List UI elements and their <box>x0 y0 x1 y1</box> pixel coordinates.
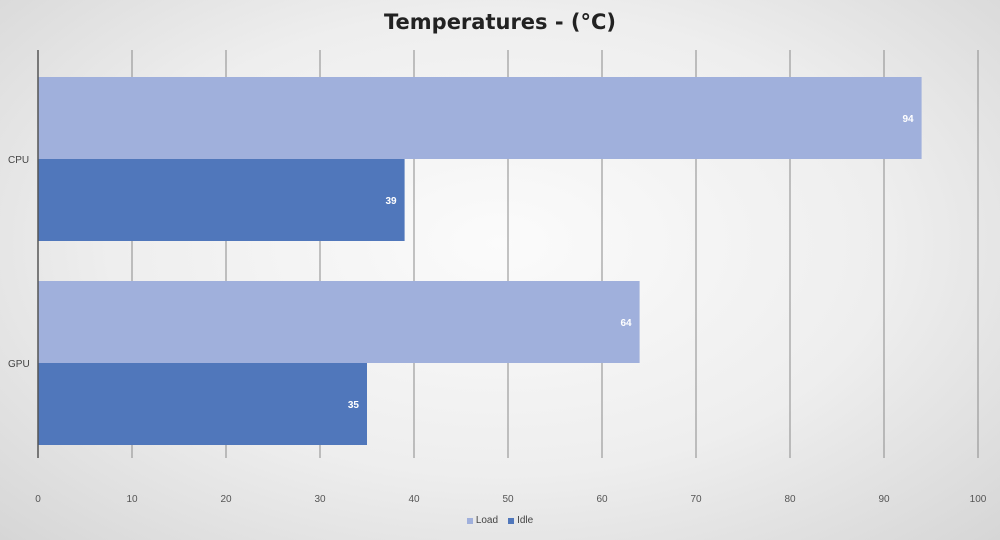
x-tick-label-100: 100 <box>970 494 987 505</box>
x-tick-label-60: 60 <box>596 494 608 505</box>
x-tick-label-40: 40 <box>408 494 420 505</box>
x-tick-label-0: 0 <box>35 494 41 505</box>
x-tick-label-20: 20 <box>220 494 232 505</box>
legend-swatch-idle <box>508 517 515 524</box>
bar-idle-gpu <box>38 363 367 445</box>
x-tick-label-80: 80 <box>784 494 796 505</box>
chart-title: Temperatures - (°C) <box>384 10 616 34</box>
data-label-idle-gpu: 35 <box>348 400 360 411</box>
x-tick-label-30: 30 <box>314 494 326 505</box>
bar-idle-cpu <box>38 159 405 241</box>
x-tick-label-70: 70 <box>690 494 702 505</box>
legend-label-load: Load <box>475 515 499 526</box>
legend-item-load: Load <box>466 515 499 526</box>
x-tick-label-90: 90 <box>878 494 890 505</box>
data-label-load-gpu: 64 <box>620 318 632 329</box>
data-label-idle-cpu: 39 <box>385 196 397 207</box>
legend-swatch-load <box>466 517 473 524</box>
legend-item-idle: Idle <box>508 515 533 526</box>
category-label-cpu: CPU <box>8 155 29 166</box>
x-tick-label-10: 10 <box>126 494 138 505</box>
bar-load-cpu <box>38 77 922 159</box>
chart-legend: Load Idle <box>0 515 1000 526</box>
data-label-load-cpu: 94 <box>902 114 914 125</box>
category-label-gpu: GPU <box>8 359 30 370</box>
x-tick-label-50: 50 <box>502 494 514 505</box>
legend-label-idle: Idle <box>517 515 534 526</box>
bar-load-gpu <box>38 281 640 363</box>
